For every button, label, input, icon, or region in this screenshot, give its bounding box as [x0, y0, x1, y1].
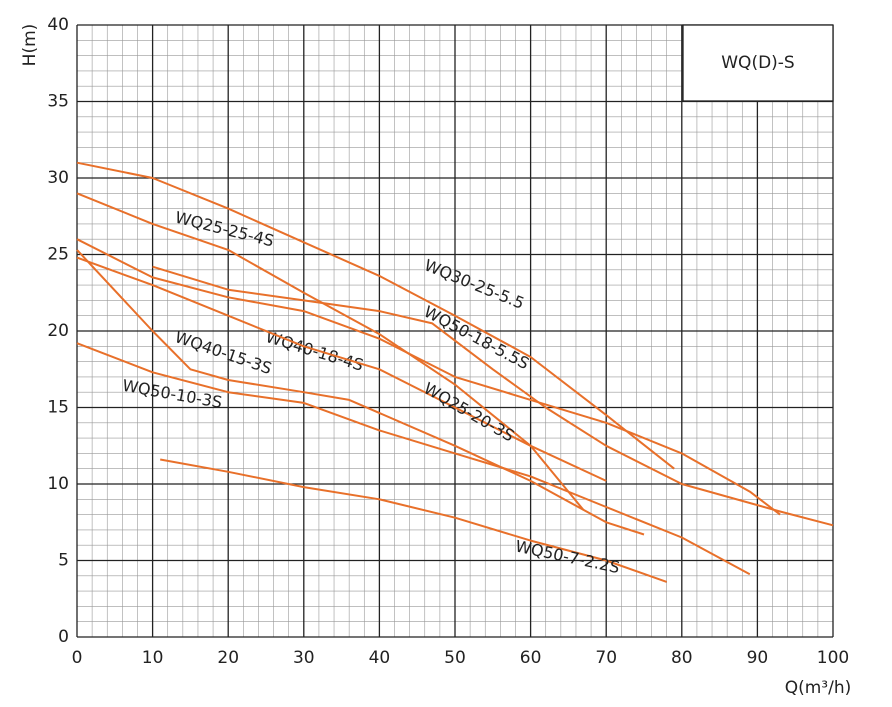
x-tick-label: 100: [817, 648, 849, 668]
curve: [76, 192, 585, 511]
y-axis-label: H(m): [20, 24, 40, 67]
y-tick-label: 20: [47, 321, 69, 341]
curve-label: WQ40-18-4S: [264, 327, 366, 375]
curve: [152, 265, 834, 527]
curve-label: WQ40-15-3S: [173, 327, 275, 378]
x-tick-label: 20: [217, 648, 239, 668]
curve-label: WQ50-10-3S: [121, 376, 224, 412]
y-tick-label: 15: [47, 398, 69, 418]
x-tick-label: 60: [520, 648, 542, 668]
curve-label: WQ50-7-2.2S: [514, 536, 622, 577]
curve-label: WQ25-25-4S: [173, 208, 276, 251]
x-tick-label: 30: [293, 648, 315, 668]
y-tick-label: 40: [47, 15, 69, 35]
x-tick-label: 90: [747, 648, 769, 668]
y-tick-label: 30: [47, 168, 69, 188]
x-tick-label: 80: [671, 648, 693, 668]
curve-label: WQ25-20-3S: [421, 379, 518, 446]
x-tick-label: 50: [444, 648, 466, 668]
x-tick-label: 40: [369, 648, 391, 668]
x-axis-label: Q(m³/h): [785, 678, 852, 698]
curve-label: WQ30-25-5.5: [422, 255, 528, 312]
curve: [76, 161, 675, 470]
title-box: [682, 24, 834, 102]
x-tick-label: 0: [72, 648, 83, 668]
y-tick-label: 0: [58, 627, 69, 647]
x-tick-label: 70: [595, 648, 617, 668]
curve: [160, 458, 668, 583]
y-tick-label: 10: [47, 474, 69, 494]
y-tick-label: 5: [58, 551, 69, 571]
x-tick-label: 10: [142, 648, 164, 668]
y-tick-label: 25: [47, 245, 69, 265]
curve: [76, 238, 781, 516]
curve: [76, 256, 607, 482]
curve: [76, 249, 645, 536]
y-tick-label: 35: [47, 92, 69, 112]
chart-title: WQ(D)-S: [721, 53, 794, 73]
curve: [76, 342, 751, 576]
